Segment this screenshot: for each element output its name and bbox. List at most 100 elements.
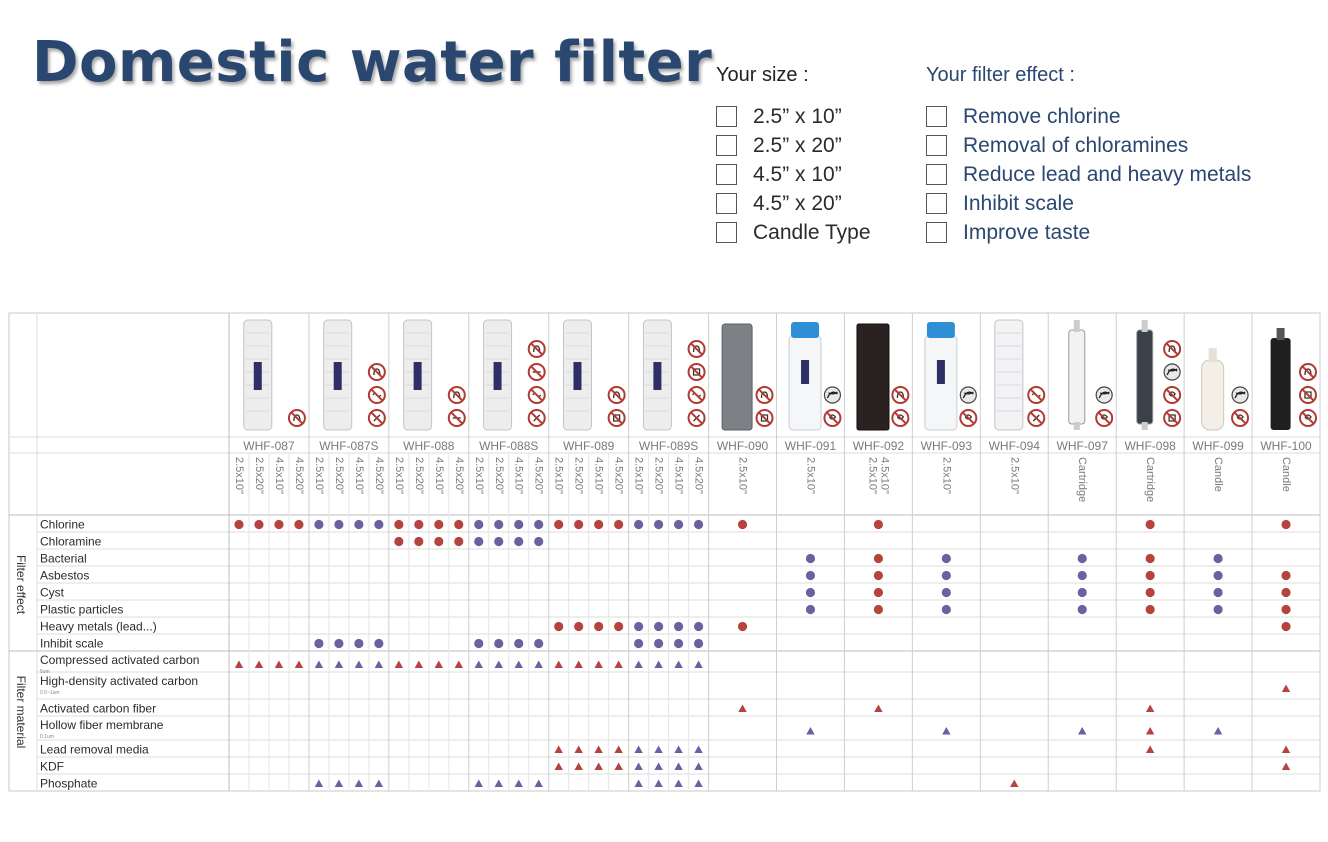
effect-option-chloramines[interactable]: Removal of chloramines xyxy=(926,131,1251,160)
effect-dot xyxy=(614,621,624,632)
badge-slash xyxy=(1029,411,1043,425)
cartridge-label xyxy=(493,362,502,390)
badge-slash xyxy=(530,388,544,402)
no-smell-icon xyxy=(447,386,466,404)
product-model-label: WHF-098 xyxy=(1124,439,1176,453)
effect-checkbox[interactable] xyxy=(926,106,947,127)
size-option-2-5x10[interactable]: 2.5” x 10” xyxy=(716,102,871,131)
effect-checkbox[interactable] xyxy=(926,164,947,185)
badge-slash xyxy=(610,411,624,425)
no-smell-icon xyxy=(527,340,546,358)
size-option-candle[interactable]: Candle Type xyxy=(716,218,871,247)
effect-option-taste[interactable]: Improve taste xyxy=(926,218,1251,247)
material-triangle xyxy=(614,660,623,668)
material-triangle xyxy=(554,745,563,753)
effect-dot xyxy=(873,587,884,598)
material-triangle xyxy=(254,660,264,668)
product-model-label: WHF-087S xyxy=(319,439,378,453)
size-option-4-5x20[interactable]: 4.5” x 20” xyxy=(716,189,871,218)
size-label: 2.5x10" xyxy=(866,457,878,494)
effect-dot xyxy=(494,536,504,547)
product-column[interactable]: WHF-087S 2.5x10" 2.5x20" 4.5x10" 4.5x20" xyxy=(313,319,386,787)
product-column[interactable]: WHF-099 Candle xyxy=(1192,348,1250,735)
product-column[interactable]: WHF-090 2.5x10" xyxy=(717,323,774,712)
product-column[interactable]: WHF-094 2.5x10" xyxy=(989,319,1046,787)
no-bacteria-icon xyxy=(1231,409,1250,427)
badge-slash xyxy=(370,388,384,402)
effect-checkbox[interactable] xyxy=(926,135,947,156)
size-checkbox[interactable] xyxy=(716,135,737,156)
effect-dot xyxy=(673,638,684,649)
cartridge-image xyxy=(1201,348,1225,431)
no-bacteria-icon xyxy=(1163,386,1182,404)
row-label: Phosphate xyxy=(40,777,98,791)
material-triangle xyxy=(494,779,503,787)
material-triangle xyxy=(654,762,663,770)
no-scale-icon xyxy=(1027,386,1046,404)
product-column[interactable]: WHF-093 2.5x10" xyxy=(921,322,978,735)
effect-option-lead[interactable]: Reduce lead and heavy metals xyxy=(926,160,1251,189)
effect-dot xyxy=(354,638,364,649)
cartridge-image xyxy=(562,319,592,431)
badge-glyph xyxy=(692,345,701,353)
product-column[interactable]: WHF-088S 2.5x10" 2.5x20" 4.5x10" 4.5x20" xyxy=(473,319,546,787)
effect-dot xyxy=(941,570,951,581)
row-label: Hollow fiber membrane xyxy=(40,718,164,732)
effect-dot xyxy=(354,519,364,530)
size-label: 2.5x20" xyxy=(493,457,505,494)
product-column[interactable]: WHF-088 2.5x10" 2.5x20" 4.5x10" 4.5x20" xyxy=(393,319,466,668)
cartridge-label xyxy=(573,362,582,390)
product-column[interactable]: WHF-097 Cartridge xyxy=(1057,320,1114,735)
effect-dot xyxy=(873,553,884,564)
badge-slash xyxy=(290,411,304,425)
material-triangle xyxy=(314,779,324,787)
effect-dot xyxy=(873,570,884,581)
product-column[interactable]: WHF-100 Candle xyxy=(1260,328,1317,770)
row-label: Chlorine xyxy=(40,518,85,532)
candle-body xyxy=(1201,359,1225,431)
product-column[interactable]: WHF-092 2.5x10" 4.5x10" xyxy=(853,323,910,712)
material-triangle xyxy=(694,660,703,668)
badge-slash xyxy=(961,411,975,425)
effect-dot xyxy=(941,604,951,615)
no-scale-icon xyxy=(527,386,546,404)
candle-body xyxy=(1270,338,1291,430)
size-checkbox[interactable] xyxy=(716,164,737,185)
effect-option-remove-chlorine[interactable]: Remove chlorine xyxy=(926,102,1251,131)
effect-dot xyxy=(554,519,564,530)
product-column[interactable]: WHF-091 2.5x10" xyxy=(785,322,842,735)
effect-checkbox[interactable] xyxy=(926,193,947,214)
no-chloramine-icon xyxy=(527,363,546,381)
product-column[interactable]: WHF-089 2.5x10" 2.5x20" 4.5x10" 4.5x20" xyxy=(553,319,626,770)
no-bacteria-icon xyxy=(1299,409,1317,427)
effect-option-scale[interactable]: Inhibit scale xyxy=(926,189,1251,218)
effect-checkbox[interactable] xyxy=(926,222,947,243)
cartridge-fitting xyxy=(1141,422,1148,430)
effect-dot xyxy=(474,536,484,547)
size-checkbox[interactable] xyxy=(716,193,737,214)
product-column[interactable]: WHF-098 Cartridge xyxy=(1124,320,1182,753)
size-option-4-5x10[interactable]: 4.5” x 10” xyxy=(716,160,871,189)
product-model-label: WHF-090 xyxy=(717,439,769,453)
effect-dot xyxy=(1145,519,1155,530)
effect-dot xyxy=(1281,621,1291,632)
effect-dot xyxy=(394,519,404,530)
no-smell-icon xyxy=(687,340,706,358)
no-chloramine-icon xyxy=(447,409,466,427)
bacteria-disc xyxy=(1231,386,1249,404)
product-column[interactable]: WHF-087 2.5x10" 2.5x20" 4.5x10" 4.5x20" xyxy=(233,319,306,668)
badge-slash xyxy=(1301,411,1315,425)
material-triangle xyxy=(454,660,463,668)
size-option-2-5x20[interactable]: 2.5” x 20” xyxy=(716,131,871,160)
effect-dot xyxy=(634,638,644,649)
bacteria-disc xyxy=(823,386,842,404)
size-checkbox[interactable] xyxy=(716,106,737,127)
effect-dot xyxy=(654,638,664,649)
size-checkbox[interactable] xyxy=(716,222,737,243)
badge-glyph xyxy=(896,391,905,399)
bacteria-icon xyxy=(823,386,842,404)
material-triangle xyxy=(1010,779,1019,787)
size-label: 4.5x20" xyxy=(293,457,305,494)
size-label: 2.5x10" xyxy=(940,457,952,494)
product-column[interactable]: WHF-089S 2.5x10" 2.5x20" 4.5x10" 4.5x20" xyxy=(633,319,706,787)
